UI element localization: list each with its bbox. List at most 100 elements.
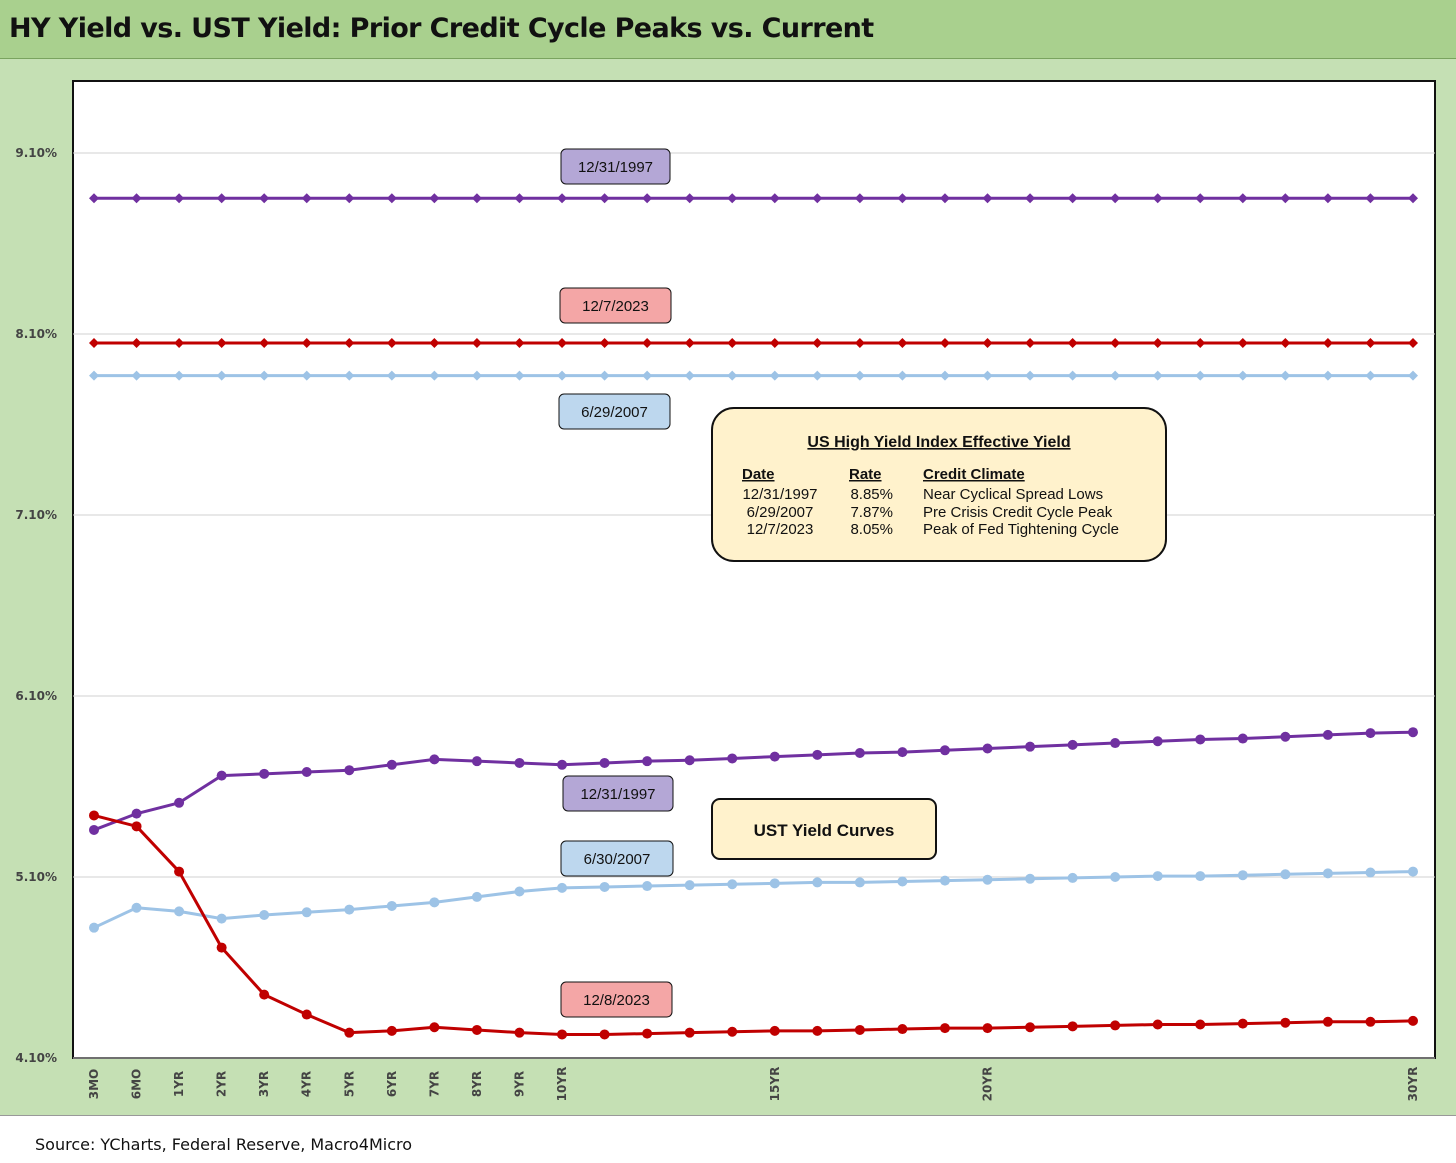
data-point [429, 897, 440, 908]
data-point [769, 751, 780, 762]
data-point [89, 810, 99, 821]
data-point [1110, 338, 1121, 349]
plot-area [72, 80, 1436, 1059]
data-point [1322, 729, 1333, 740]
data-point [1408, 727, 1418, 738]
hy-table-row-3-climate: Peak of Fed Tightening Cycle [923, 521, 1119, 538]
data-point [259, 370, 270, 381]
data-point [89, 824, 99, 835]
data-point [429, 338, 440, 349]
data-point [1025, 338, 1036, 349]
x-tick-label: 6MO [130, 1069, 144, 1100]
data-point [514, 338, 525, 349]
hy-table-header-rate: Rate [849, 466, 882, 483]
data-point [939, 875, 950, 886]
series-line [93, 814, 1414, 1036]
data-point [1067, 193, 1078, 204]
data-point [1365, 867, 1376, 878]
data-point [854, 370, 865, 381]
hy-table-row-3-rate: 8.05% [850, 521, 893, 538]
x-tick-label: 8YR [470, 1071, 484, 1097]
data-point [1280, 370, 1291, 381]
data-point [982, 370, 993, 381]
data-point [557, 882, 568, 893]
data-point [812, 193, 823, 204]
data-point [1195, 871, 1206, 882]
data-point [642, 338, 653, 349]
data-point [1408, 338, 1418, 349]
data-point [1237, 193, 1248, 204]
data-point [769, 878, 780, 889]
data-point [131, 370, 142, 381]
data-point [642, 1028, 653, 1039]
data-point [344, 193, 355, 204]
data-point [1195, 338, 1206, 349]
data-point [1365, 338, 1376, 349]
data-point [854, 193, 865, 204]
x-tick-label: 30YR [1406, 1067, 1420, 1102]
data-point [471, 756, 482, 767]
data-point [1152, 338, 1163, 349]
data-point [1110, 1020, 1121, 1031]
data-point [1280, 1017, 1291, 1028]
series-layer [89, 193, 1418, 1040]
source-bar: Source: YCharts, Federal Reserve, Macro4… [0, 1115, 1456, 1163]
x-tick-label: 9YR [512, 1071, 526, 1097]
data-point [1067, 1021, 1078, 1032]
data-point [259, 989, 270, 1000]
data-point [301, 338, 312, 349]
data-point [897, 1024, 908, 1035]
data-point [642, 193, 653, 204]
data-point [1280, 731, 1291, 742]
label-ust-2023-text: 12/8/2023 [583, 992, 650, 1009]
data-point [386, 370, 397, 381]
data-point [684, 1027, 695, 1038]
data-point [1067, 739, 1078, 750]
label-hy-2007: 6/29/2007 [558, 393, 671, 430]
data-point [131, 193, 142, 204]
hy-yield-table-box: US High Yield Index Effective Yield Date… [711, 407, 1167, 562]
series-hy-12-31-1997 [89, 193, 1418, 204]
title-bar: HY Yield vs. UST Yield: Prior Credit Cyc… [0, 0, 1456, 59]
data-point [1237, 733, 1248, 744]
data-point [174, 906, 185, 917]
series-ust-12-8-2023 [89, 810, 1418, 1040]
data-point [344, 370, 355, 381]
data-point [1322, 370, 1333, 381]
data-point [812, 370, 823, 381]
data-point [727, 879, 738, 890]
data-point [557, 338, 568, 349]
data-point [684, 193, 695, 204]
y-tick-label: 6.10% [15, 689, 57, 703]
data-point [1025, 741, 1036, 752]
data-point [854, 748, 865, 759]
data-point [1195, 370, 1206, 381]
data-point [1408, 866, 1418, 877]
data-point [131, 902, 142, 913]
data-point [514, 370, 525, 381]
data-point [684, 880, 695, 891]
data-point [982, 1023, 993, 1034]
data-point [471, 193, 482, 204]
data-point [769, 338, 780, 349]
data-point [386, 338, 397, 349]
x-tick-label: 4YR [300, 1071, 314, 1097]
hy-table-row-1-climate: Near Cyclical Spread Lows [923, 486, 1103, 503]
data-point [471, 370, 482, 381]
x-tick-label: 3YR [257, 1071, 271, 1097]
hy-table-header-climate: Credit Climate [923, 466, 1025, 483]
data-point [1025, 873, 1036, 884]
data-point [812, 338, 823, 349]
hy-table-row-2-climate: Pre Crisis Credit Cycle Peak [923, 504, 1113, 521]
data-point [1237, 370, 1248, 381]
data-point [216, 913, 227, 924]
series-hy-12-7-2023 [89, 338, 1418, 349]
label-ust-2023: 12/8/2023 [560, 981, 673, 1018]
x-tick-label: 15YR [768, 1067, 782, 1102]
label-hy-2007-text: 6/29/2007 [581, 404, 648, 421]
data-point [514, 757, 525, 768]
data-point [174, 193, 185, 204]
series-hy-6-29-2007 [89, 370, 1418, 381]
data-point [599, 338, 610, 349]
grid-layer [73, 152, 1435, 1059]
